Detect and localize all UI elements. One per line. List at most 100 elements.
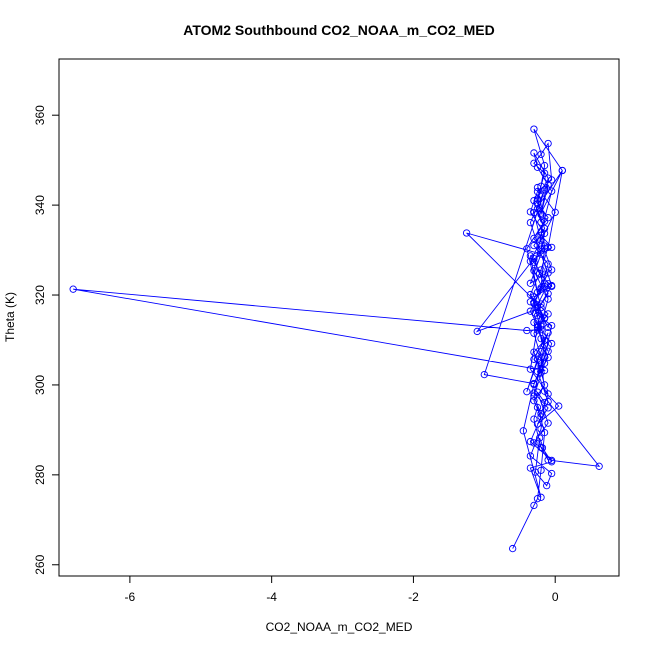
data-point <box>544 323 552 332</box>
y-tick-label: 320 <box>33 285 47 305</box>
data-point <box>530 125 538 133</box>
data-point <box>538 444 547 452</box>
data-point <box>537 231 545 239</box>
data-point <box>544 404 552 412</box>
data-point <box>533 205 542 213</box>
data-point <box>548 266 556 274</box>
data-point <box>540 366 549 375</box>
data-point <box>537 236 545 245</box>
data-point <box>530 501 538 510</box>
data-point <box>548 456 556 465</box>
x-axis-label: CO2_NOAA_m_CO2_MED <box>266 620 413 634</box>
data-point <box>595 462 603 470</box>
data-point <box>530 234 538 243</box>
data-point <box>526 279 535 287</box>
data-point <box>530 415 538 423</box>
data-point <box>537 209 545 217</box>
data-point <box>544 295 552 303</box>
chart-title: ATOM2 Southbound CO2_NOAA_m_CO2_MED <box>183 22 494 38</box>
data-point <box>544 290 552 298</box>
data-point <box>526 257 535 265</box>
data-point <box>523 388 531 396</box>
data-point <box>526 218 535 227</box>
data-point <box>526 307 535 315</box>
data-point <box>537 182 545 190</box>
data-point <box>530 293 538 301</box>
data-point <box>533 163 542 171</box>
y-tick-label: 280 <box>33 465 47 485</box>
data-point <box>548 339 556 348</box>
data-point <box>537 228 545 236</box>
data-point <box>540 336 549 345</box>
data-point <box>530 439 538 447</box>
data-point <box>544 329 552 337</box>
data-point <box>544 214 552 222</box>
data-point <box>533 312 542 320</box>
data-point <box>537 348 545 356</box>
data-point <box>530 149 538 157</box>
data-point <box>523 245 531 253</box>
data-point <box>530 355 538 363</box>
data-point <box>540 161 549 170</box>
data-point <box>537 369 545 377</box>
data-point <box>540 359 549 368</box>
data-point <box>544 243 552 252</box>
data-point <box>533 367 542 376</box>
x-tick-label: -4 <box>266 590 277 604</box>
data-point <box>537 300 545 308</box>
x-tick-label: 0 <box>552 590 559 604</box>
data-point <box>533 355 542 363</box>
data-point <box>548 243 556 252</box>
data-point <box>544 174 552 182</box>
data-point <box>537 493 545 501</box>
data-point <box>530 258 538 266</box>
y-tick-label: 360 <box>33 105 47 125</box>
data-point <box>548 321 556 330</box>
x-axis: -6 -4 -2 0 <box>125 575 559 604</box>
data-point <box>533 321 542 329</box>
data-point <box>551 208 559 216</box>
data-point <box>544 310 552 318</box>
data-point <box>533 420 542 428</box>
data-point <box>530 392 538 400</box>
data-point <box>537 322 545 330</box>
data-point <box>530 389 538 397</box>
data-point <box>533 403 542 412</box>
data-point <box>526 290 535 299</box>
y-axis: 260 280 300 320 340 360 <box>33 105 60 575</box>
data-point <box>533 187 542 196</box>
data-point <box>548 176 556 184</box>
data-point <box>540 169 549 177</box>
data-point <box>540 314 549 323</box>
data-point <box>526 208 535 216</box>
data-point <box>519 427 527 435</box>
data-point <box>537 150 545 158</box>
data-point <box>526 452 535 460</box>
data-point <box>544 419 552 427</box>
data-point <box>548 469 556 478</box>
data-point <box>537 353 545 361</box>
data-point <box>537 413 545 421</box>
data-point <box>533 301 542 309</box>
data-point <box>530 241 538 250</box>
data-point <box>480 370 488 379</box>
data-point <box>523 326 531 335</box>
data-point <box>540 341 549 349</box>
data-point <box>540 229 549 238</box>
data-point <box>533 183 542 192</box>
data-point <box>533 323 542 331</box>
y-tick-label: 260 <box>33 554 47 574</box>
data-point <box>530 397 538 405</box>
data-point <box>537 218 545 226</box>
data-point <box>526 365 535 373</box>
data-point <box>544 390 552 398</box>
series-points <box>69 125 603 553</box>
data-point <box>462 229 471 237</box>
data-point <box>69 285 77 293</box>
data-point <box>540 242 549 250</box>
x-tick-label: -6 <box>125 590 136 604</box>
data-point <box>533 495 542 503</box>
y-axis-label: Theta (K) <box>3 292 17 342</box>
data-point <box>530 267 538 275</box>
